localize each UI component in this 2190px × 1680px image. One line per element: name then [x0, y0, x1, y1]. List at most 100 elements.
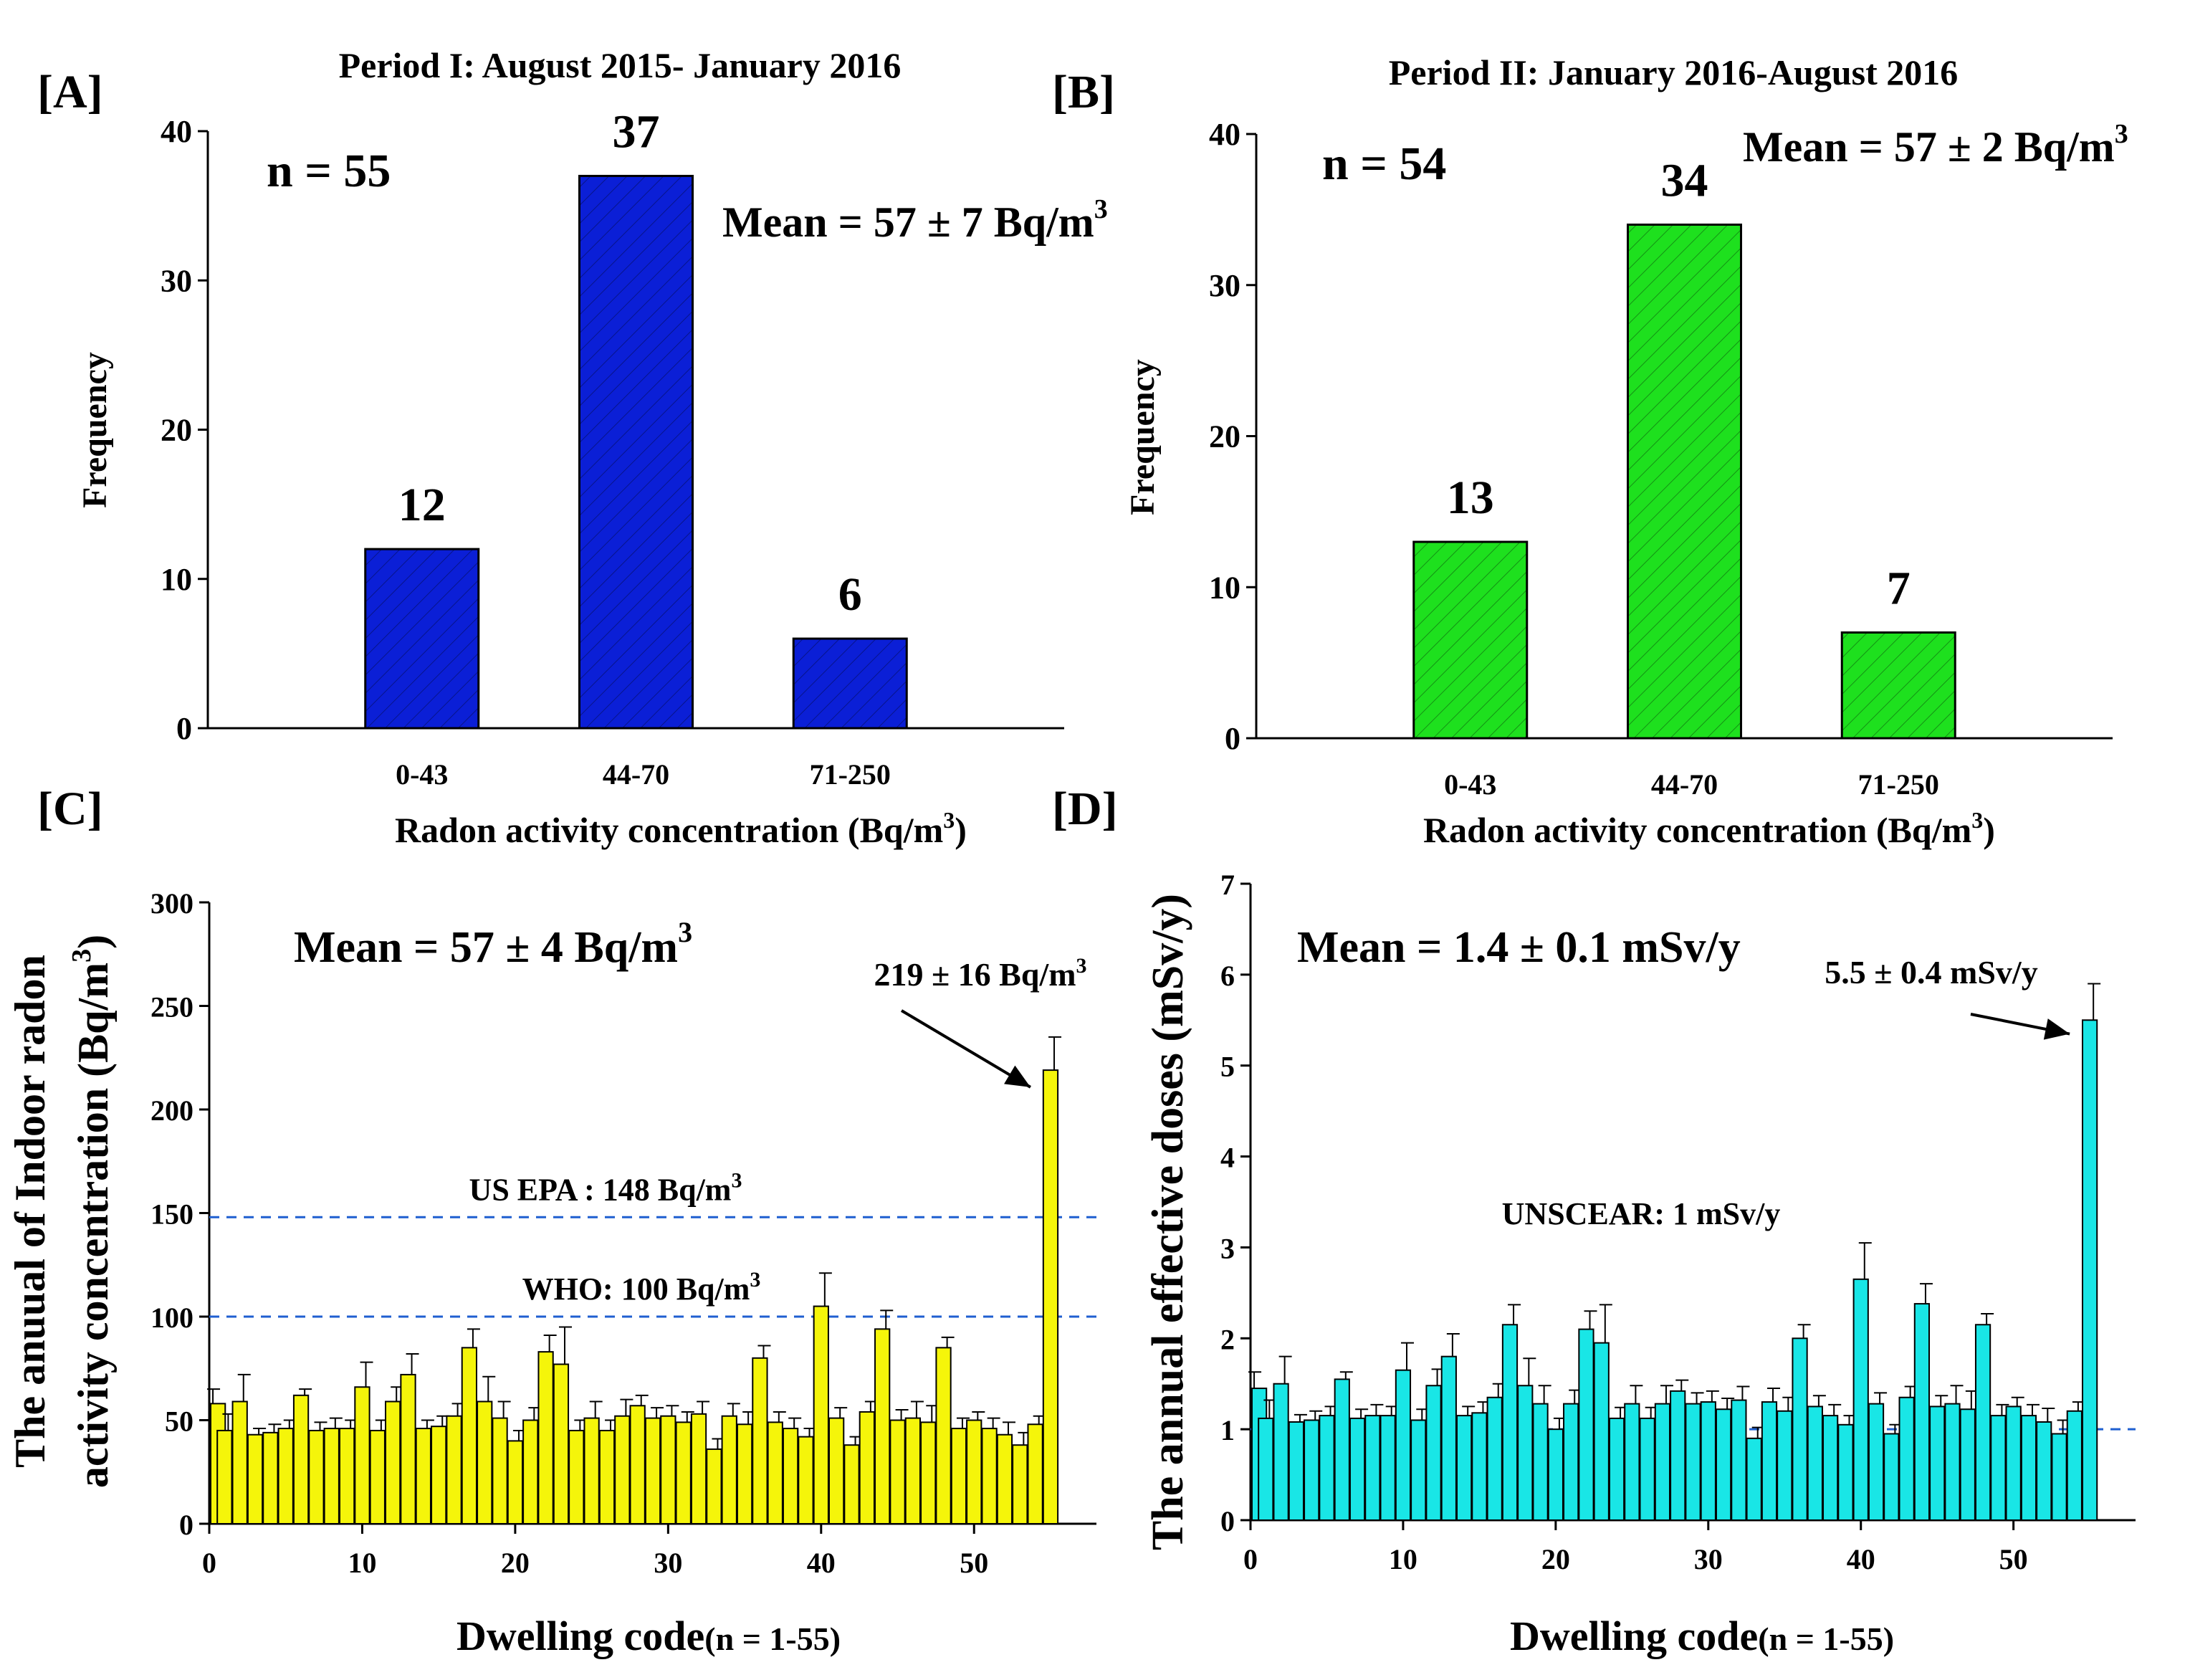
- bar: [262, 1431, 279, 1524]
- bar: [537, 1351, 554, 1524]
- bar: [660, 1415, 676, 1524]
- x-tick-label: 71-250: [810, 758, 891, 791]
- bar: [920, 1421, 937, 1525]
- panel-a-title: Period I: August 2015- January 2016: [339, 45, 902, 85]
- bar: [1258, 1417, 1274, 1522]
- bar: [1319, 1415, 1335, 1521]
- bar: [1349, 1417, 1366, 1522]
- bar: [1731, 1399, 1747, 1522]
- bar: [1990, 1415, 2007, 1521]
- panel-c-ylabel-line2: activity concentration (Bq/m3): [67, 935, 117, 1488]
- bar: [369, 1429, 386, 1524]
- bar-hatch: [1842, 632, 1956, 738]
- panel-d-mean-label: Mean = 1.4 ± 0.1 mSv/y: [1297, 923, 1741, 972]
- bar: [706, 1448, 722, 1524]
- bar: [384, 1400, 401, 1524]
- bar: [904, 1417, 922, 1524]
- bar: [736, 1423, 753, 1525]
- y-tick-label: 6: [1220, 960, 1235, 992]
- bar: [1822, 1415, 1839, 1521]
- y-tick-label: 7: [1220, 869, 1235, 901]
- bar: [614, 1415, 631, 1524]
- panel-a-ylabel: Frequency: [76, 352, 114, 508]
- y-tick-label: 100: [150, 1302, 193, 1334]
- bar: [2082, 1019, 2098, 1522]
- panel-c-xlabel: Dwelling code(n = 1-55): [456, 1613, 841, 1659]
- bar-value-label: 6: [838, 568, 862, 621]
- bar: [522, 1419, 539, 1524]
- bar: [216, 1429, 233, 1524]
- x-tick-label: 20: [1541, 1543, 1570, 1575]
- bar: [492, 1417, 508, 1524]
- bar: [292, 1394, 310, 1524]
- reference-label-unscear: UNSCEAR: 1 mSv/y: [1502, 1196, 1781, 1231]
- panel-b-ylabel: Frequency: [1124, 359, 1162, 515]
- panel-b-title: Period II: January 2016-August 2016: [1389, 52, 1958, 92]
- x-tick-label: 0-43: [396, 758, 448, 791]
- x-tick-label: 44-70: [603, 758, 669, 791]
- y-tick-label: 3: [1220, 1232, 1235, 1264]
- bar: [1288, 1421, 1304, 1521]
- bar: [2020, 1415, 2037, 1521]
- y-tick-label: 200: [150, 1094, 193, 1127]
- panel-a-plot: 0 10 20 30 40 12 0-43 37 44-70 6 71-250: [161, 105, 1064, 791]
- panel-c-plot: 0 50 100 150 200 250 300 0 10 20 30 40 50 US EPA : 14…: [150, 887, 1096, 1579]
- bar: [1715, 1408, 1732, 1521]
- bar: [2066, 1410, 2083, 1522]
- bar: [782, 1428, 799, 1525]
- y-tick-label: 4: [1220, 1142, 1235, 1174]
- bar: [1898, 1396, 1915, 1521]
- bar: [798, 1436, 814, 1524]
- y-tick-label: 0: [179, 1509, 193, 1541]
- bar: [1685, 1403, 1701, 1521]
- bar: [308, 1429, 325, 1524]
- bar: [1700, 1401, 1716, 1521]
- bar: [889, 1419, 906, 1524]
- bar: [1486, 1396, 1503, 1521]
- y-tick-label: 30: [1209, 268, 1240, 303]
- bar: [1364, 1415, 1381, 1521]
- bar: [935, 1347, 952, 1524]
- bar: [1304, 1419, 1320, 1522]
- bar: [1608, 1417, 1625, 1522]
- bar: [277, 1428, 294, 1525]
- bar: [1471, 1412, 1488, 1522]
- bar: [2051, 1433, 2067, 1521]
- bar: [1777, 1410, 1793, 1522]
- y-tick-label: 250: [150, 991, 193, 1023]
- bar: [1746, 1437, 1762, 1522]
- bar: [461, 1347, 478, 1524]
- bar: [675, 1421, 692, 1525]
- y-tick-label: 50: [165, 1405, 193, 1438]
- bar: [966, 1419, 982, 1524]
- panel-a-letter: [A]: [37, 66, 103, 118]
- bar: [568, 1429, 585, 1524]
- x-tick-label: 0: [202, 1547, 216, 1579]
- bar: [2036, 1421, 2052, 1521]
- bar: [1578, 1328, 1594, 1521]
- panel-d-plot: 0 1 2 3 4 5 6 7 0 10 20 30 40 50 UNSCEAR: 1 mSv/y: [1220, 869, 2136, 1575]
- panel-a-xlabel: Radon activity concentration (Bq/m3): [395, 807, 967, 850]
- bar: [1959, 1408, 1976, 1521]
- bar: [843, 1444, 860, 1525]
- bar: [1639, 1417, 1655, 1522]
- panel-b-letter: [B]: [1052, 66, 1115, 118]
- bar: [1410, 1419, 1427, 1522]
- arrowhead: [1004, 1065, 1031, 1087]
- bar: [950, 1428, 967, 1525]
- panel-a: [A] Period I: August 2015- January 2016 …: [37, 45, 1108, 850]
- x-tick-label: 20: [501, 1547, 530, 1579]
- bar: [338, 1428, 355, 1525]
- bar: [981, 1428, 998, 1525]
- bar: [1654, 1403, 1671, 1521]
- bar: [859, 1411, 875, 1524]
- bar: [1563, 1403, 1579, 1521]
- panel-c-annotation: 219 ± 16 Bq/m3: [874, 954, 1086, 993]
- bar-hatch: [1627, 224, 1741, 738]
- bar-hatch: [579, 176, 693, 729]
- bar: [1807, 1405, 1823, 1522]
- bar: [415, 1428, 431, 1525]
- bar: [1593, 1342, 1610, 1521]
- y-tick-label: 40: [1209, 117, 1240, 152]
- bar: [1883, 1433, 1900, 1521]
